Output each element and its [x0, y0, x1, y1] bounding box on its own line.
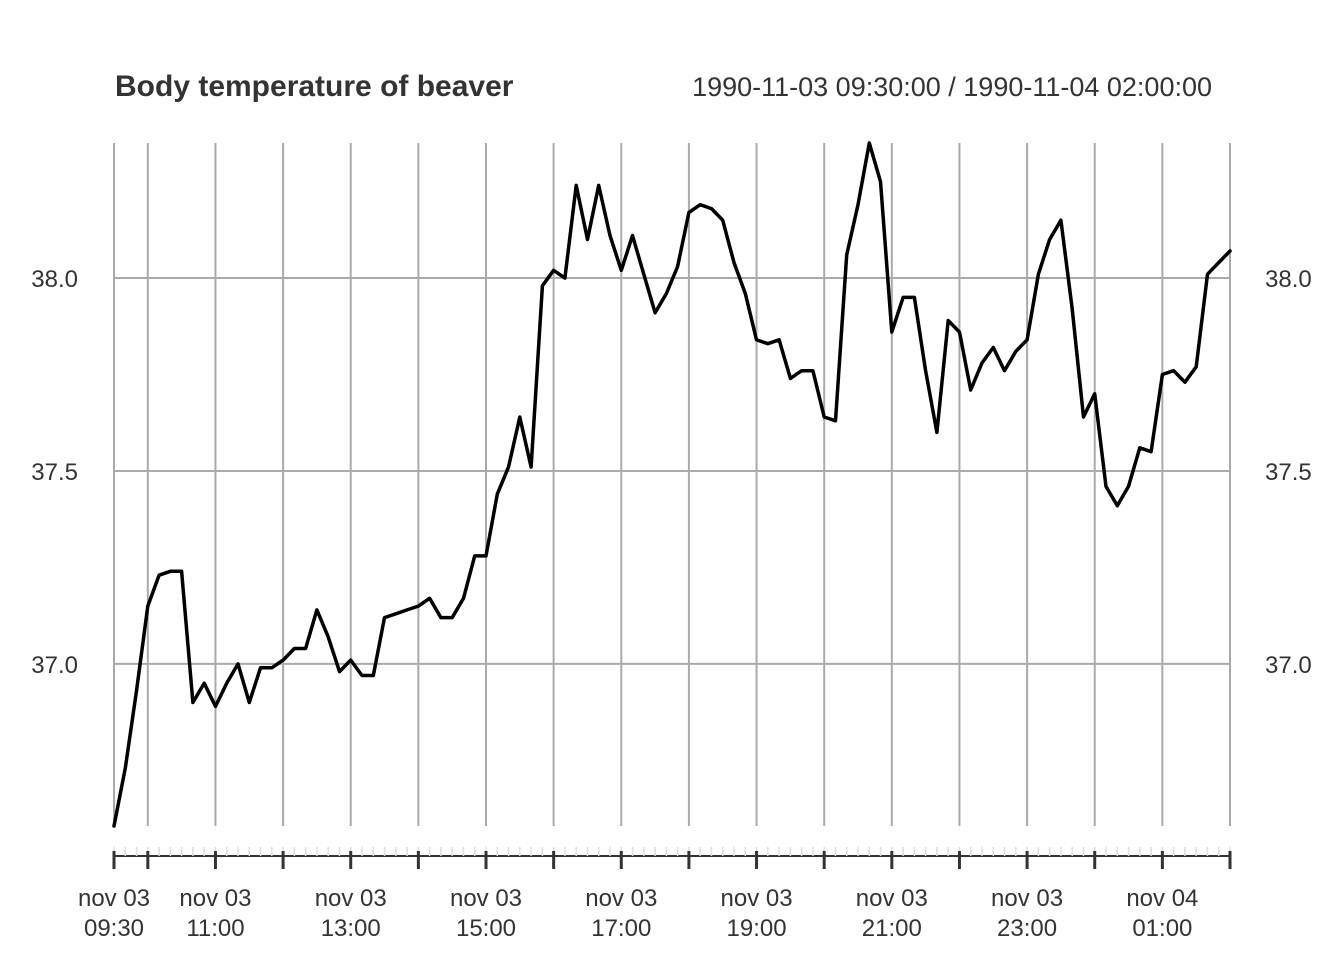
x-tick-label: nov 03: [991, 885, 1063, 912]
x-tick-label: 01:00: [1132, 915, 1192, 942]
vertical-gridlines: [113, 143, 1231, 826]
series-layer: [112, 141, 1232, 828]
x-tick-label: nov 03: [78, 885, 150, 912]
date-range-label: 1990-11-03 09:30:00 / 1990-11-04 02:00:0…: [692, 72, 1212, 102]
x-tick-label: 15:00: [456, 915, 516, 942]
x-tick-label: 11:00: [186, 915, 244, 942]
x-tick-label: nov 03: [315, 885, 387, 912]
x-tick-label: 17:00: [591, 915, 651, 942]
y-axis-labels-right: 37.0 37.5 38.0: [1265, 266, 1312, 679]
x-tick-label: nov 03: [585, 885, 657, 912]
x-tick-label: nov 03: [179, 885, 251, 912]
x-tick-label: 21:00: [862, 915, 922, 942]
x-tick-label: 13:00: [321, 915, 381, 942]
y-tick-label: 37.5: [31, 459, 78, 486]
y-axis-labels-left: 37.0 37.5 38.0: [31, 266, 78, 679]
x-tick-label: nov 03: [856, 885, 928, 912]
y-tick-label: 38.0: [31, 266, 78, 293]
y-tick-label: 38.0: [1265, 266, 1312, 293]
x-tick-label: 09:30: [84, 915, 144, 942]
temperature-line: [112, 141, 1232, 828]
x-tick-label: 23:00: [997, 915, 1057, 942]
y-tick-label: 37.0: [1265, 652, 1312, 679]
y-tick-label: 37.5: [1265, 459, 1312, 486]
x-tick-label: nov 03: [450, 885, 522, 912]
x-axis: nov 03 09:30 nov 03 11:00 nov 03 13:00 nov 03 1…: [78, 847, 1232, 942]
x-tick-label: 19:00: [727, 915, 787, 942]
chart-title: Body temperature of beaver: [115, 70, 514, 103]
y-tick-label: 37.0: [31, 652, 78, 679]
x-tick-label: nov 04: [1126, 885, 1198, 912]
x-tick-label: nov 03: [721, 885, 793, 912]
